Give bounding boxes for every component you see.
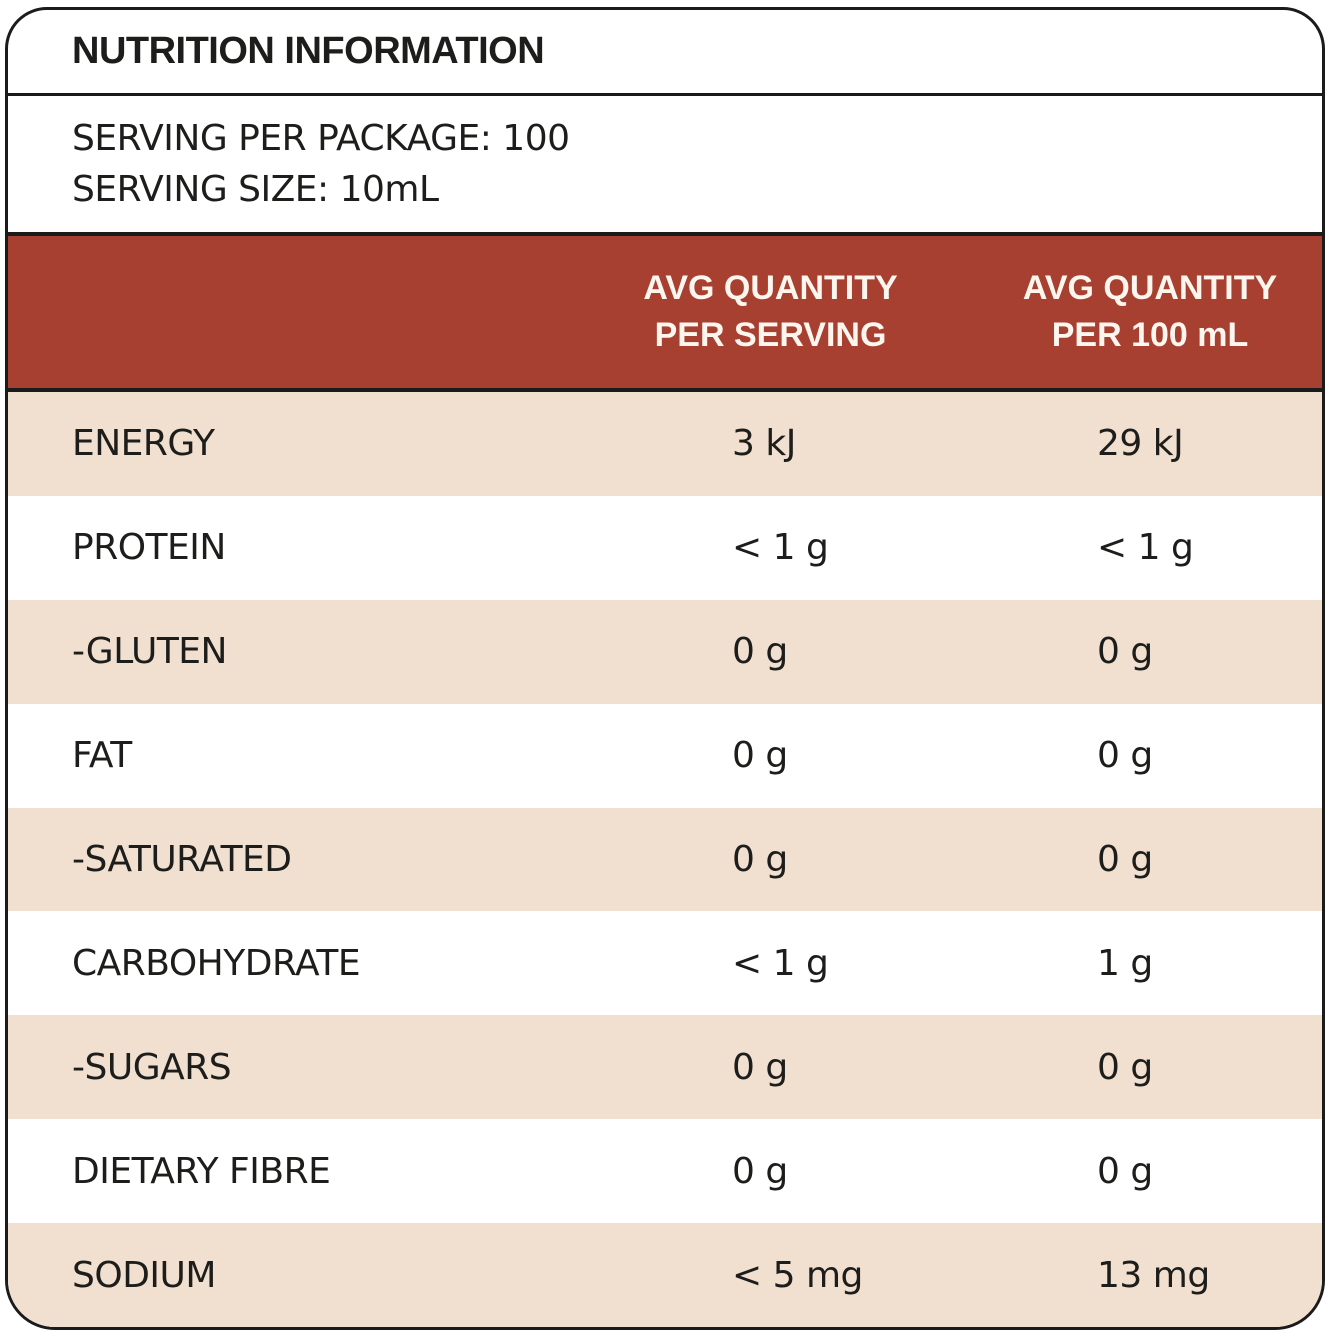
nutrient-name: DIETARY FIBRE	[72, 1150, 331, 1192]
value-per-serving: < 5 mg	[732, 1254, 863, 1296]
table-row: -SUGARS 0 g 0 g	[8, 1015, 1322, 1120]
nutrient-name: -GLUTEN	[72, 631, 227, 673]
nutrient-name: CARBOHYDRATE	[72, 942, 361, 984]
nutrient-name: FAT	[72, 735, 132, 777]
table-row: FAT 0 g 0 g	[8, 703, 1322, 808]
value-per-100ml: < 1 g	[1097, 527, 1194, 569]
value-per-100ml: 29 kJ	[1097, 423, 1184, 465]
value-per-serving: 0 g	[732, 631, 788, 673]
table-row: CARBOHYDRATE < 1 g 1 g	[8, 911, 1322, 1016]
page-title: NUTRITION INFORMATION	[72, 30, 545, 72]
value-per-100ml: 1 g	[1097, 942, 1153, 984]
table-row: DIETARY FIBRE 0 g 0 g	[8, 1119, 1322, 1224]
serving-info: SERVING PER PACKAGE: 100 SERVING SIZE: 1…	[8, 96, 1322, 232]
value-per-serving: 3 kJ	[732, 423, 796, 465]
header-per-serving-line1: AVG QUANTITY	[643, 269, 898, 308]
nutrient-name: -SATURATED	[72, 839, 292, 880]
table-row: SODIUM < 5 mg 13 mg	[8, 1223, 1322, 1327]
title-section: NUTRITION INFORMATION	[8, 10, 1322, 96]
value-per-100ml: 0 g	[1097, 839, 1153, 880]
nutrient-name: SODIUM	[72, 1254, 216, 1296]
header-per-serving: AVG QUANTITY PER SERVING	[593, 265, 948, 359]
header-per-100ml-line1: AVG QUANTITY	[1022, 269, 1278, 308]
table-header-row: AVG QUANTITY PER SERVING AVG QUANTITY PE…	[8, 232, 1322, 392]
value-per-100ml: 0 g	[1097, 1150, 1153, 1192]
header-per-100ml-line2: PER 100 mL	[1051, 316, 1249, 354]
value-per-serving: < 1 g	[732, 942, 829, 984]
serving-size: SERVING SIZE: 10mL	[72, 169, 439, 210]
value-per-serving: 0 g	[732, 839, 788, 880]
nutrient-name: PROTEIN	[72, 527, 226, 569]
value-per-serving: 0 g	[732, 1046, 788, 1088]
value-per-100ml: 0 g	[1097, 1046, 1153, 1088]
header-per-100ml: AVG QUANTITY PER 100 mL	[948, 265, 1322, 359]
value-per-100ml: 0 g	[1097, 631, 1153, 673]
header-per-serving-line2: PER SERVING	[654, 316, 887, 354]
nutrient-name: ENERGY	[72, 423, 215, 465]
serving-per-package: SERVING PER PACKAGE: 100	[72, 117, 570, 159]
value-per-100ml: 13 mg	[1097, 1254, 1210, 1296]
value-per-serving: 0 g	[732, 735, 788, 777]
nutrient-name: -SUGARS	[72, 1046, 232, 1088]
value-per-serving: 0 g	[732, 1150, 788, 1192]
table-row: -SATURATED 0 g 0 g	[8, 807, 1322, 912]
table-row: -GLUTEN 0 g 0 g	[8, 599, 1322, 704]
nutrition-rows: ENERGY 3 kJ 29 kJ PROTEIN < 1 g < 1 g -G…	[8, 392, 1322, 1327]
value-per-serving: < 1 g	[732, 527, 829, 569]
value-per-100ml: 0 g	[1097, 735, 1153, 777]
table-row: PROTEIN < 1 g < 1 g	[8, 495, 1322, 600]
nutrition-label-card: NUTRITION INFORMATION SERVING PER PACKAG…	[5, 7, 1325, 1330]
table-row: ENERGY 3 kJ 29 kJ	[8, 392, 1322, 496]
